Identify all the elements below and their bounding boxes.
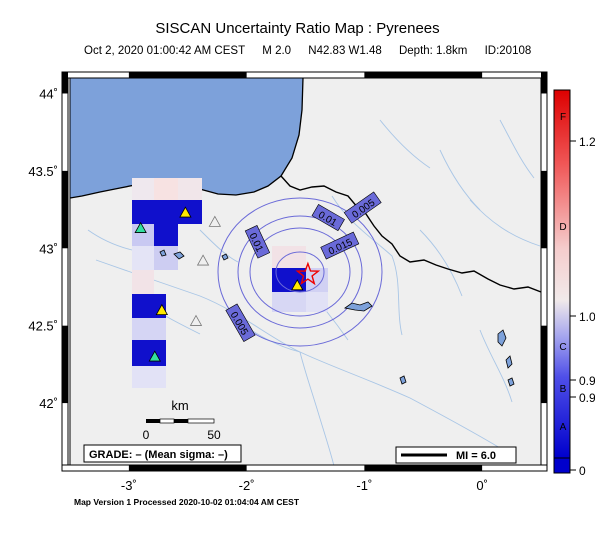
scale-bar-end: 50 [207, 428, 221, 442]
sea-area [70, 78, 303, 198]
seismic-station-icon [179, 206, 192, 218]
colorbar-grade-c: C [559, 342, 566, 353]
seismic-station-icon [134, 221, 147, 233]
colorbar-label-0-9b: 0.9 [579, 391, 595, 405]
seismic-station-icon [291, 279, 304, 291]
colorbar-label-1-2: 1.2 [579, 135, 595, 149]
event-subtitle: Oct 2, 2020 01:00:42 AM CEST M 2.0 N42.8… [84, 45, 545, 57]
mi-legend: MI = 6.0 [395, 446, 517, 464]
coastline [70, 78, 304, 199]
scale-bar-start: 0 [143, 428, 150, 442]
scale-bar-unit: km [171, 398, 188, 413]
uncertainty-contours [217, 197, 383, 347]
colorbar-grade-b: B [560, 384, 567, 395]
event-id: ID:20108 [484, 45, 532, 57]
x-tick-label: 0˚ [476, 478, 488, 493]
map-title: SISCAN Uncertainty Ratio Map : Pyrenees [155, 20, 440, 37]
grade-text: GRADE: – (Mean sigma: –) [89, 449, 228, 461]
inactive-station-icon [208, 215, 222, 227]
epicenter-star-icon [295, 261, 321, 286]
colorbar-label-1-0: 1.0 [579, 310, 595, 324]
event-date: Oct 2, 2020 01:00:42 AM CEST [84, 45, 246, 57]
border-line [280, 175, 541, 293]
event-depth: Depth: 1.8km [398, 45, 468, 57]
y-tick-label: 44˚ [39, 86, 58, 101]
y-tick-label: 42.5˚ [28, 319, 58, 334]
map-frame [61, 71, 548, 472]
processing-footer: Map Version 1 Processed 2020-10-02 01:04… [74, 497, 300, 507]
event-magnitude: M 2.0 [262, 45, 292, 57]
rivers [87, 119, 541, 465]
seismic-station-icon [148, 350, 161, 362]
colorbar-label-0: 0 [579, 464, 586, 478]
axis-labels: -3˚ -2˚ -1˚ 0˚ 44˚ 43.5˚ 43˚ 42.5˚ 42˚ [28, 86, 488, 493]
mi-legend-label: MI = 6.0 [456, 450, 496, 462]
x-tick-label: -1˚ [356, 478, 372, 493]
x-tick-label: -2˚ [239, 478, 255, 493]
x-tick-label: -3˚ [121, 478, 137, 493]
colorbar: F D C B A 1.2 1.0 0.9 0.9 0 [553, 89, 595, 478]
inactive-station-icon [189, 314, 203, 326]
seismic-station-icon [155, 303, 169, 316]
scale-bar: km 0 50 [143, 398, 221, 442]
colorbar-grade-a: A [560, 422, 567, 433]
reservoirs [159, 249, 515, 387]
y-tick-label: 42˚ [39, 396, 58, 411]
stations [134, 206, 304, 362]
colorbar-label-0-9a: 0.9 [579, 374, 595, 388]
colorbar-grade-d: D [559, 222, 566, 233]
event-location: N42.83 W1.48 [308, 45, 382, 57]
y-tick-label: 43˚ [39, 241, 58, 256]
y-tick-label: 43.5˚ [28, 164, 58, 179]
colorbar-grade-f: F [560, 112, 566, 123]
inactive-station-icon [196, 254, 210, 266]
grade-box: GRADE: – (Mean sigma: –) [83, 444, 242, 463]
heatmap-grid [132, 178, 328, 388]
